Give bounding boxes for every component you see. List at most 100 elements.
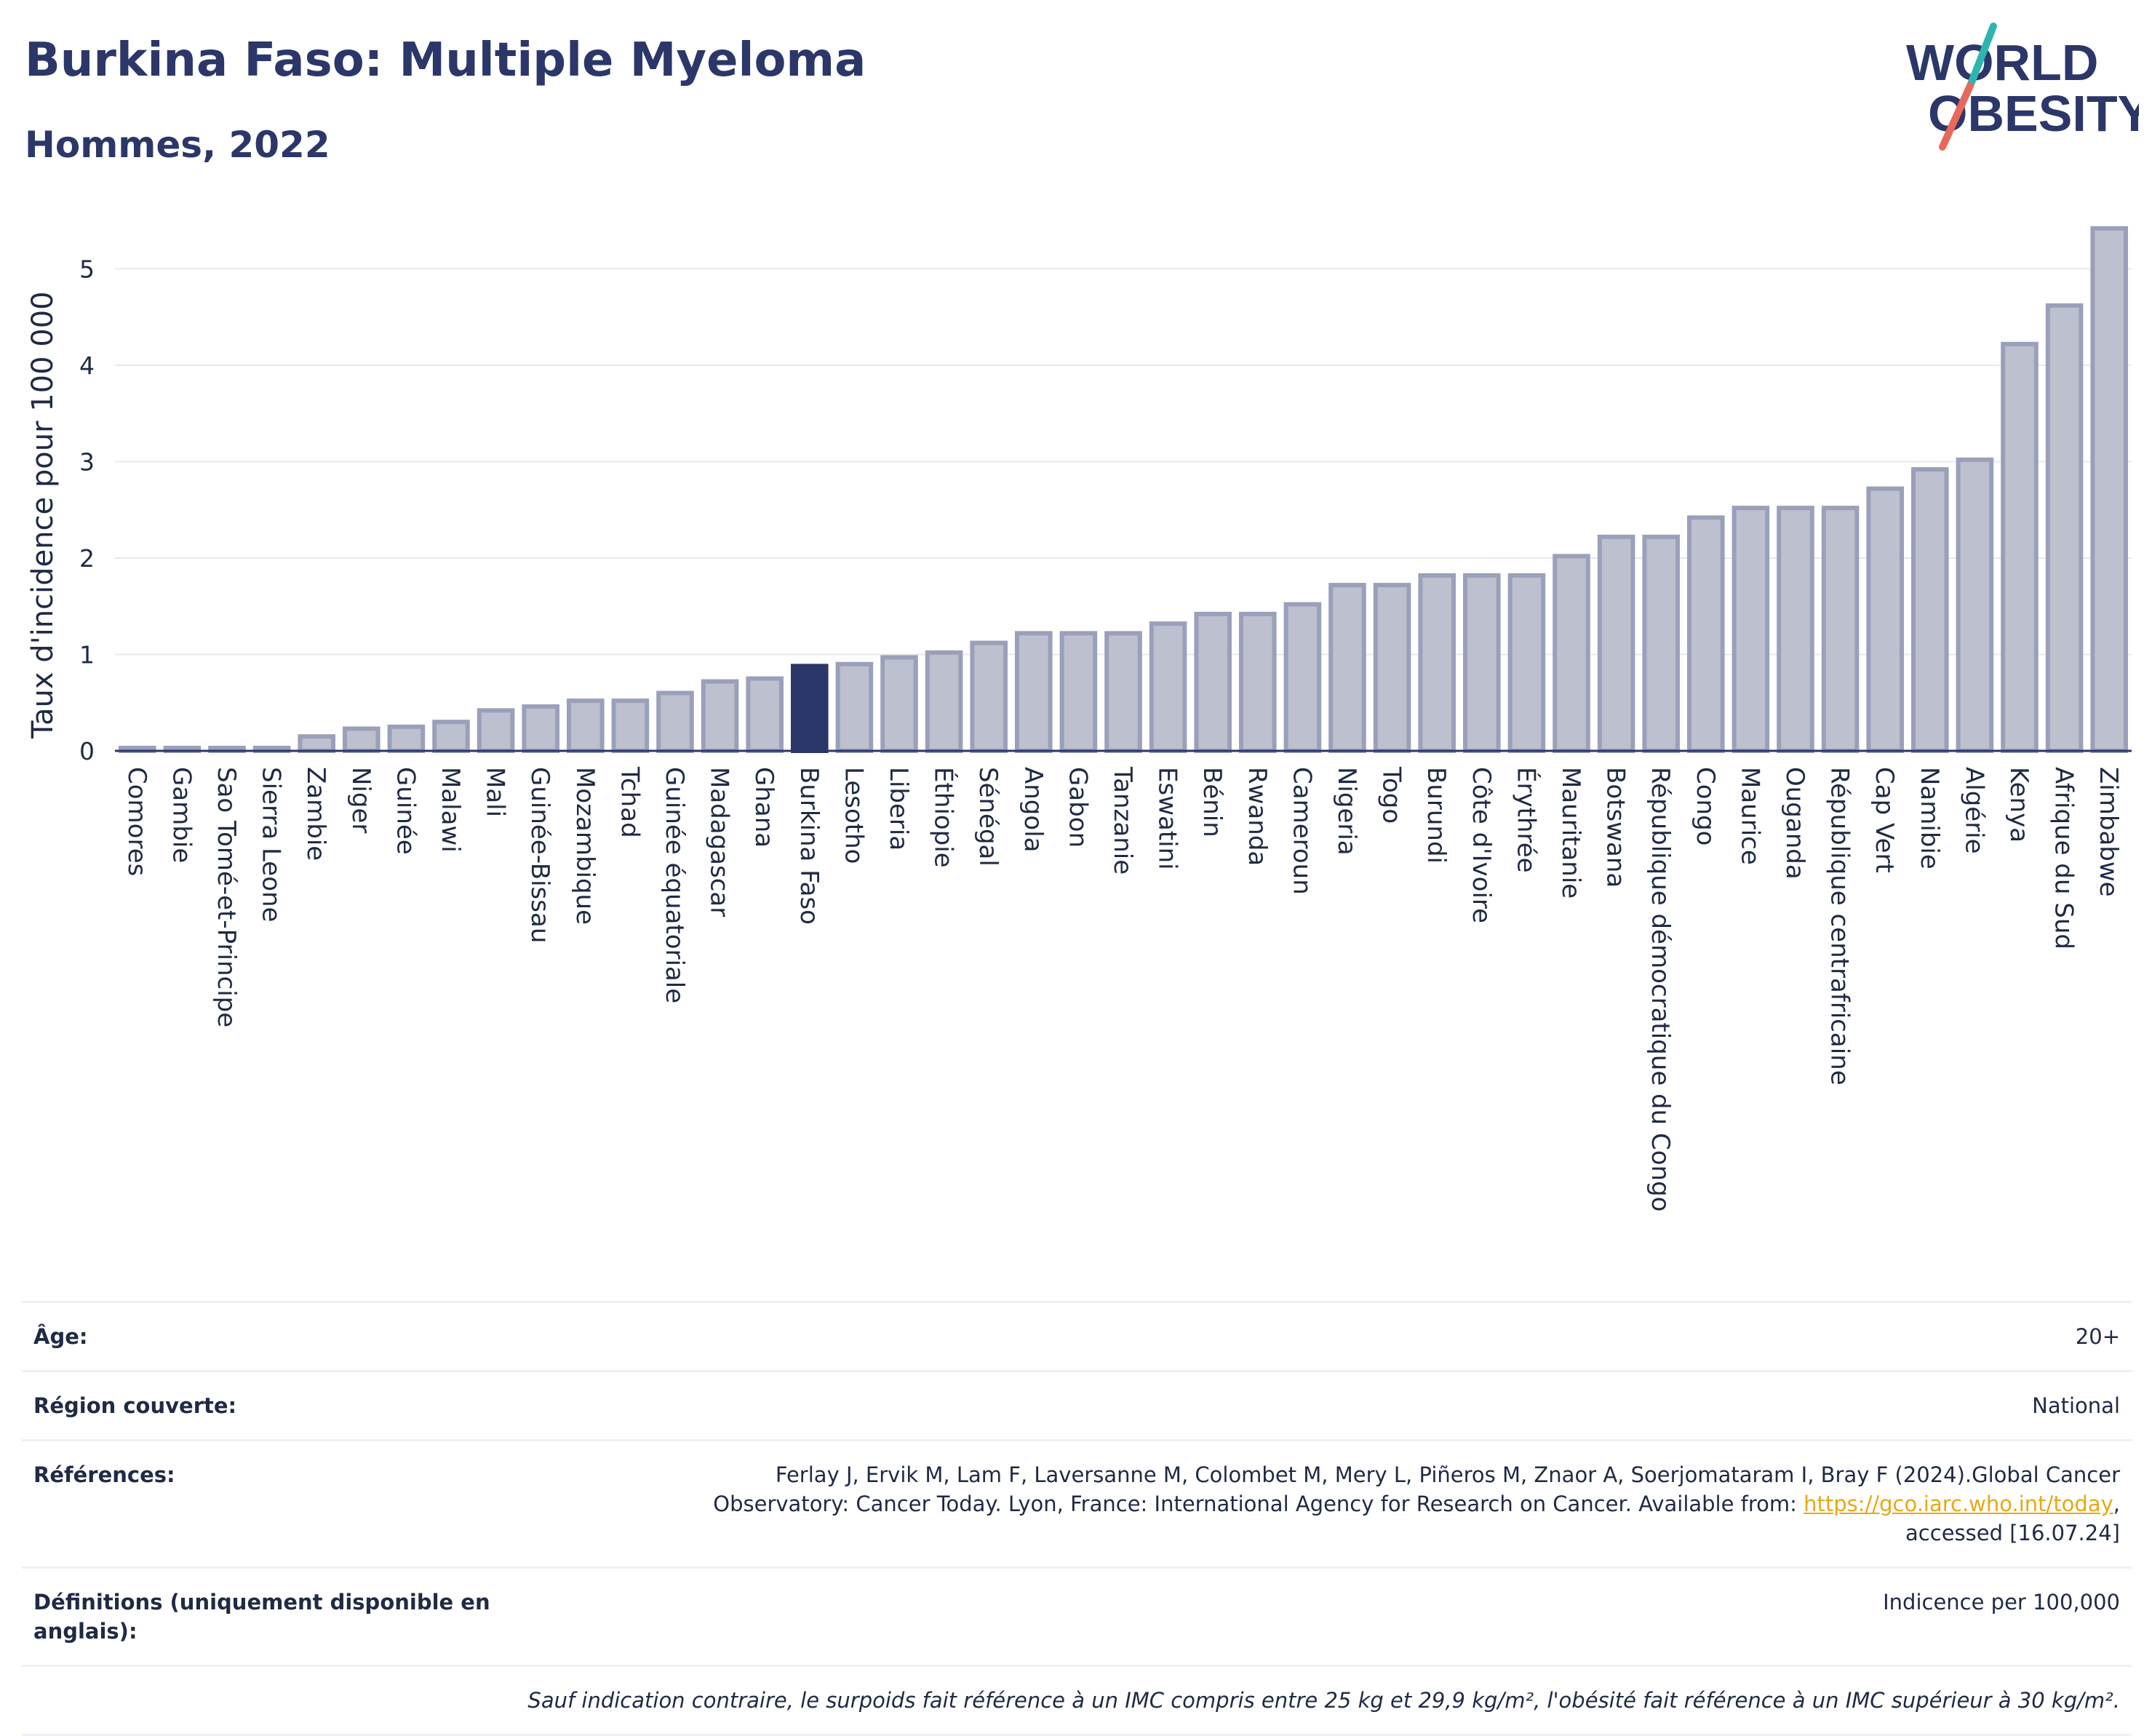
bar-bénin bbox=[1194, 611, 1232, 753]
bar-afrique-du-sud bbox=[2045, 303, 2084, 754]
x-tick-label: Comores bbox=[122, 767, 151, 876]
x-tick-label: Gabon bbox=[1063, 767, 1092, 848]
bar-burundi bbox=[1418, 573, 1456, 753]
bar-namibie bbox=[1911, 467, 1949, 753]
bar-zambie bbox=[298, 734, 335, 753]
bar-côte-d-ivoire bbox=[1463, 573, 1501, 753]
bar-madagascar bbox=[701, 679, 739, 753]
x-tick-label: Cap Vert bbox=[1870, 767, 1899, 873]
page-title: Burkina Faso: Multiple Myeloma bbox=[25, 33, 866, 87]
x-tick-label: Eswatini bbox=[1153, 767, 1182, 870]
x-tick-label: Éthiopie bbox=[929, 767, 959, 868]
x-tick-label: Tchad bbox=[615, 766, 644, 838]
x-tick-label: Burkina Faso bbox=[794, 767, 824, 925]
bar-lesotho bbox=[835, 661, 874, 753]
x-tick-label: Malawi bbox=[436, 767, 465, 853]
x-tick-label: Botswana bbox=[1601, 767, 1630, 888]
bar-tchad bbox=[611, 698, 650, 753]
info-row-region: Région couverte: National bbox=[22, 1372, 2132, 1441]
page-subtitle: Hommes, 2022 bbox=[25, 124, 330, 166]
x-tick-label: Tanzanie bbox=[1108, 766, 1137, 875]
bar-gabon bbox=[1059, 631, 1098, 753]
bar-congo bbox=[1687, 515, 1725, 753]
y-tick-label: 1 bbox=[79, 641, 95, 669]
info-table: Âge: 20+ Région couverte: National Référ… bbox=[22, 1301, 2132, 1736]
x-tick-label: Congo bbox=[1691, 767, 1720, 845]
bar-ouganda bbox=[1777, 506, 1814, 753]
info-row-definitions: Définitions (uniquement disponible en an… bbox=[22, 1569, 2132, 1667]
x-tick-label: Bénin bbox=[1197, 767, 1227, 837]
reference-line: accessed [16.07.24] bbox=[1905, 1521, 2120, 1545]
x-tick-label: Gambie bbox=[167, 767, 196, 863]
x-tick-label: Liberia bbox=[884, 767, 913, 851]
bar-burkina-faso bbox=[791, 664, 829, 754]
x-tick-label: Ouganda bbox=[1780, 767, 1809, 880]
x-tick-label: Ghana bbox=[749, 767, 778, 848]
bar-guinée bbox=[387, 724, 426, 753]
x-tick-label: Côte d'Ivoire bbox=[1467, 767, 1496, 923]
bar-république-démocratique-du-congo bbox=[1642, 534, 1680, 753]
info-label: Région couverte: bbox=[33, 1393, 237, 1418]
x-tick-label: Angola bbox=[1019, 767, 1048, 852]
x-tick-label: Guinée bbox=[391, 767, 420, 855]
bar-chart: 0 1 2 3 4 5 Taux d'incidence pour 100 000 Comor… bbox=[26, 226, 2132, 1211]
bar-guinée-équatoriale bbox=[656, 690, 694, 753]
x-tick-label: Zimbabwe bbox=[2094, 767, 2123, 897]
info-value: Indicence per 100,000 bbox=[1883, 1590, 2120, 1614]
world-obesity-logo: WORLD OBESITY bbox=[1906, 23, 2139, 151]
x-tick-label: Kenya bbox=[2004, 767, 2033, 843]
x-tick-label: Mauritanie bbox=[1556, 767, 1585, 899]
bars bbox=[119, 226, 2128, 754]
y-tick-label: 5 bbox=[79, 255, 95, 284]
info-label: Définitions (uniquement disponible en an… bbox=[33, 1590, 490, 1644]
x-tick-label: Lesotho bbox=[839, 767, 868, 864]
bar-mali bbox=[477, 708, 515, 753]
reference-line: Ferlay J, Ervik M, Lam F, Laversanne M, … bbox=[775, 1462, 2120, 1487]
bar-guinée-bissau bbox=[522, 704, 559, 753]
x-tick-label: Burundi bbox=[1422, 767, 1451, 864]
bar-malawi bbox=[432, 720, 470, 753]
info-row-age: Âge: 20+ bbox=[22, 1303, 2132, 1372]
x-tick-label: Érythrée bbox=[1511, 767, 1541, 873]
logo-slash-top bbox=[1966, 23, 1997, 89]
x-tick-label: Mozambique bbox=[570, 767, 599, 925]
logo-slash-bottom bbox=[1939, 82, 1974, 151]
x-tick-label: République centrafricaine bbox=[1825, 767, 1854, 1086]
x-tick-label: Namibie bbox=[1915, 767, 1944, 869]
bar-sénégal bbox=[970, 640, 1008, 753]
reference-text: Observatory: Cancer Today. Lyon, France:… bbox=[713, 1492, 1804, 1516]
info-row-references: Références: Ferlay J, Ervik M, Lam F, La… bbox=[22, 1441, 2132, 1569]
x-tick-label: Rwanda bbox=[1243, 767, 1272, 866]
x-tick-label: Algérie bbox=[1959, 767, 1988, 854]
bar-mauritanie bbox=[1553, 554, 1590, 753]
bar-cameroun bbox=[1283, 602, 1322, 753]
bar-nigeria bbox=[1328, 583, 1366, 753]
x-tick-label: Madagascar bbox=[705, 767, 734, 917]
footnote: Sauf indication contraire, le surpoids f… bbox=[22, 1667, 2132, 1736]
x-tick-label: République démocratique du Congo bbox=[1646, 767, 1675, 1211]
bar-république-centrafricaine bbox=[1821, 506, 1860, 753]
bar-togo bbox=[1373, 583, 1411, 753]
x-tick-label: Nigeria bbox=[1332, 767, 1361, 856]
bar-kenya bbox=[2001, 341, 2039, 754]
x-tick-label: Guinée équatoriale bbox=[660, 767, 689, 1003]
bar-liberia bbox=[880, 655, 918, 753]
bar-ghana bbox=[746, 676, 784, 753]
x-tick-label: Mali bbox=[481, 767, 510, 817]
x-tick-label: Maurice bbox=[1735, 767, 1764, 865]
x-tick-label: Cameroun bbox=[1287, 767, 1316, 895]
x-tick-label: Zambie bbox=[301, 767, 330, 861]
bar-érythrée bbox=[1507, 573, 1546, 753]
bar-tanzanie bbox=[1104, 631, 1142, 753]
x-tick-label: Guinée-Bissau bbox=[525, 767, 554, 943]
y-tick-label: 0 bbox=[79, 737, 95, 765]
bar-rwanda bbox=[1239, 611, 1277, 753]
reference-line: Observatory: Cancer Today. Lyon, France:… bbox=[514, 1489, 2120, 1518]
bar-botswana bbox=[1597, 534, 1635, 753]
info-label: Références: bbox=[33, 1462, 175, 1487]
bar-cap-vert bbox=[1866, 486, 1904, 753]
x-tick-label: Sao Tomé-et-Principe bbox=[212, 767, 241, 1027]
reference-link[interactable]: https://gco.iarc.who.int/today bbox=[1804, 1492, 2113, 1516]
bar-mozambique bbox=[567, 698, 605, 753]
bar-niger bbox=[343, 726, 380, 754]
